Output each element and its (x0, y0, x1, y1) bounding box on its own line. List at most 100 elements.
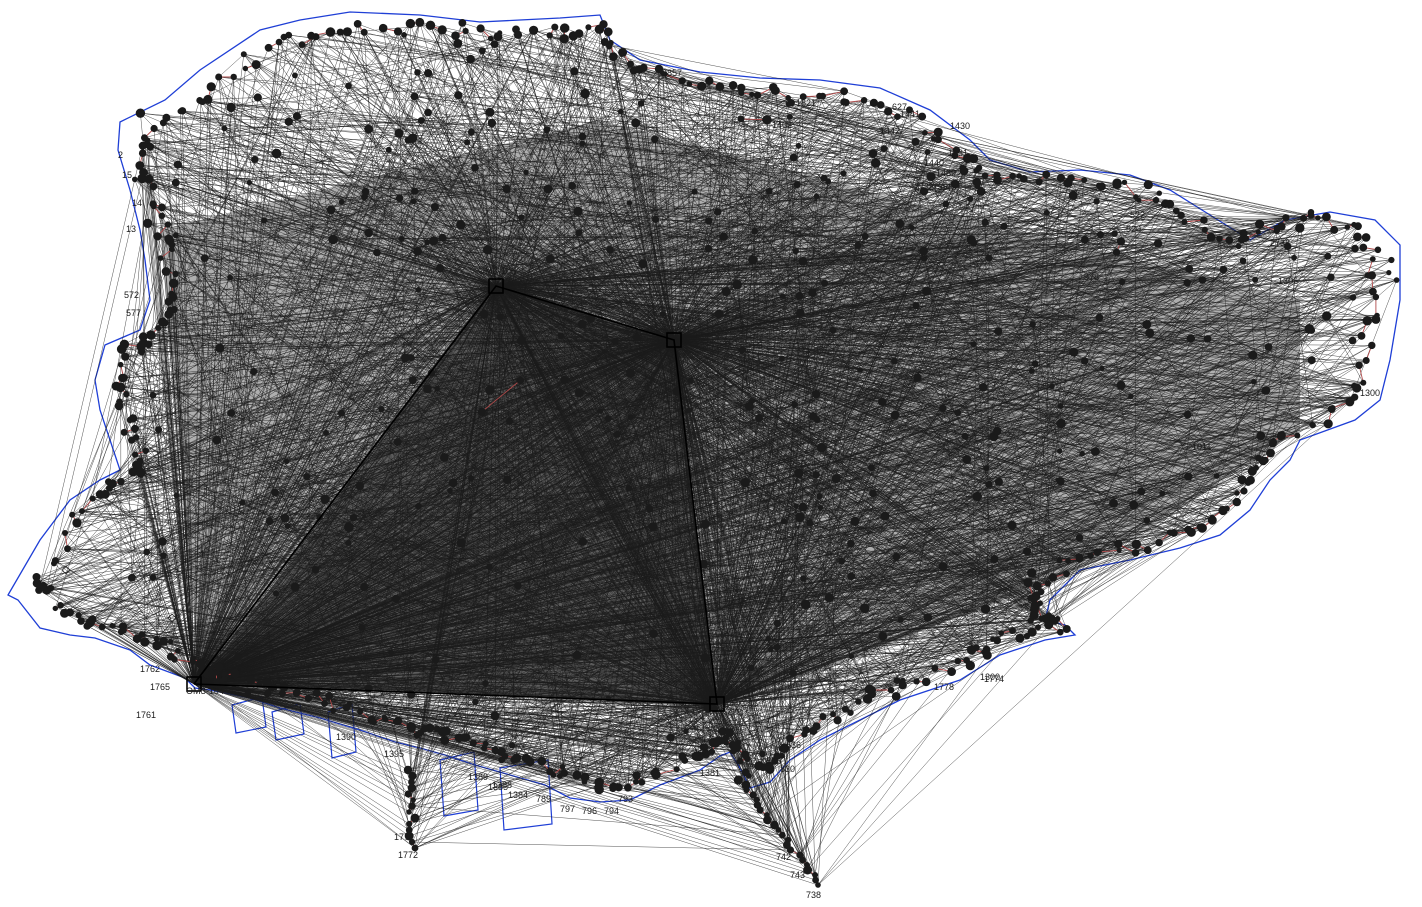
survey-point (1056, 557, 1063, 564)
survey-point (813, 416, 821, 424)
survey-point (505, 417, 514, 425)
survey-point (756, 806, 764, 814)
survey-point (1119, 278, 1126, 286)
survey-point (1023, 547, 1032, 556)
survey-point (994, 327, 1003, 336)
survey-point (659, 311, 666, 317)
survey-point (355, 481, 364, 491)
point-label: 1771 (394, 832, 414, 842)
survey-point (1300, 214, 1308, 222)
survey-point (1327, 405, 1336, 413)
survey-point (749, 791, 757, 799)
survey-point (741, 780, 751, 790)
survey-point (855, 698, 862, 705)
survey-point (982, 645, 991, 654)
survey-point (574, 29, 584, 38)
survey-point (701, 519, 710, 529)
survey-point (487, 35, 494, 42)
observation-rays-layer (36, 22, 1397, 886)
survey-point (1327, 273, 1335, 281)
survey-point (490, 711, 500, 721)
survey-point (1282, 214, 1290, 222)
survey-point (62, 530, 68, 536)
survey-point (1044, 620, 1054, 630)
survey-point (1048, 573, 1058, 582)
survey-point (162, 113, 171, 122)
survey-point (456, 220, 466, 230)
survey-point (686, 81, 693, 87)
point-label: 830 (780, 764, 795, 774)
survey-point (1266, 448, 1275, 458)
survey-point (1308, 327, 1316, 334)
survey-point (275, 38, 283, 46)
survey-point (652, 215, 660, 223)
survey-point (924, 149, 931, 156)
survey-point (164, 221, 171, 228)
survey-point (926, 172, 936, 182)
survey-point (1315, 215, 1321, 221)
survey-point (962, 455, 972, 464)
point-label: 572 (124, 290, 139, 300)
survey-point (408, 778, 415, 786)
survey-point (1251, 379, 1257, 385)
point-label: 1442 (880, 126, 900, 136)
survey-point (793, 503, 799, 509)
survey-point (939, 404, 947, 412)
survey-point (1216, 235, 1223, 242)
survey-point (793, 181, 801, 189)
survey-point (759, 750, 766, 758)
survey-point (638, 259, 648, 269)
survey-point (280, 513, 290, 523)
survey-point (425, 20, 436, 30)
survey-point (568, 182, 577, 190)
survey-point (1054, 616, 1061, 622)
survey-point (1000, 222, 1008, 230)
survey-point (189, 658, 196, 666)
survey-point (1044, 580, 1052, 587)
survey-point (934, 135, 942, 144)
survey-point (767, 646, 774, 653)
survey-point (451, 31, 460, 40)
survey-point (959, 166, 969, 176)
survey-point (1253, 464, 1259, 471)
survey-point (1028, 368, 1035, 374)
survey-point (394, 128, 404, 138)
survey-point (1185, 265, 1194, 273)
survey-point (164, 310, 174, 319)
survey-point (714, 208, 722, 216)
survey-point (812, 390, 821, 399)
point-label: 1821 (796, 98, 816, 108)
survey-point (1255, 454, 1262, 462)
survey-point (120, 428, 128, 436)
survey-point (579, 140, 586, 147)
survey-point (487, 118, 497, 128)
survey-point (311, 566, 320, 574)
survey-point (1145, 328, 1155, 338)
survey-point (815, 882, 821, 888)
survey-point (388, 649, 394, 655)
survey-point (666, 733, 675, 742)
survey-point (631, 118, 641, 128)
survey-point (1369, 256, 1376, 262)
survey-point (1143, 546, 1152, 555)
traverse-layer (193, 285, 718, 705)
survey-point (170, 306, 178, 314)
survey-point (773, 643, 781, 651)
survey-point (715, 82, 725, 91)
survey-point (161, 267, 171, 276)
survey-point (433, 725, 441, 733)
survey-point (144, 137, 151, 144)
survey-point (861, 232, 869, 240)
survey-point (931, 664, 939, 672)
point-label: 1430 (950, 121, 970, 131)
survey-point (951, 152, 959, 160)
survey-point (604, 415, 612, 422)
point-label: 738 (806, 890, 821, 900)
survey-point (256, 681, 262, 687)
survey-point (574, 388, 584, 398)
survey-point (740, 477, 750, 488)
survey-point (638, 778, 646, 786)
survey-point (627, 60, 634, 68)
survey-point (226, 102, 236, 113)
survey-point (860, 97, 868, 104)
